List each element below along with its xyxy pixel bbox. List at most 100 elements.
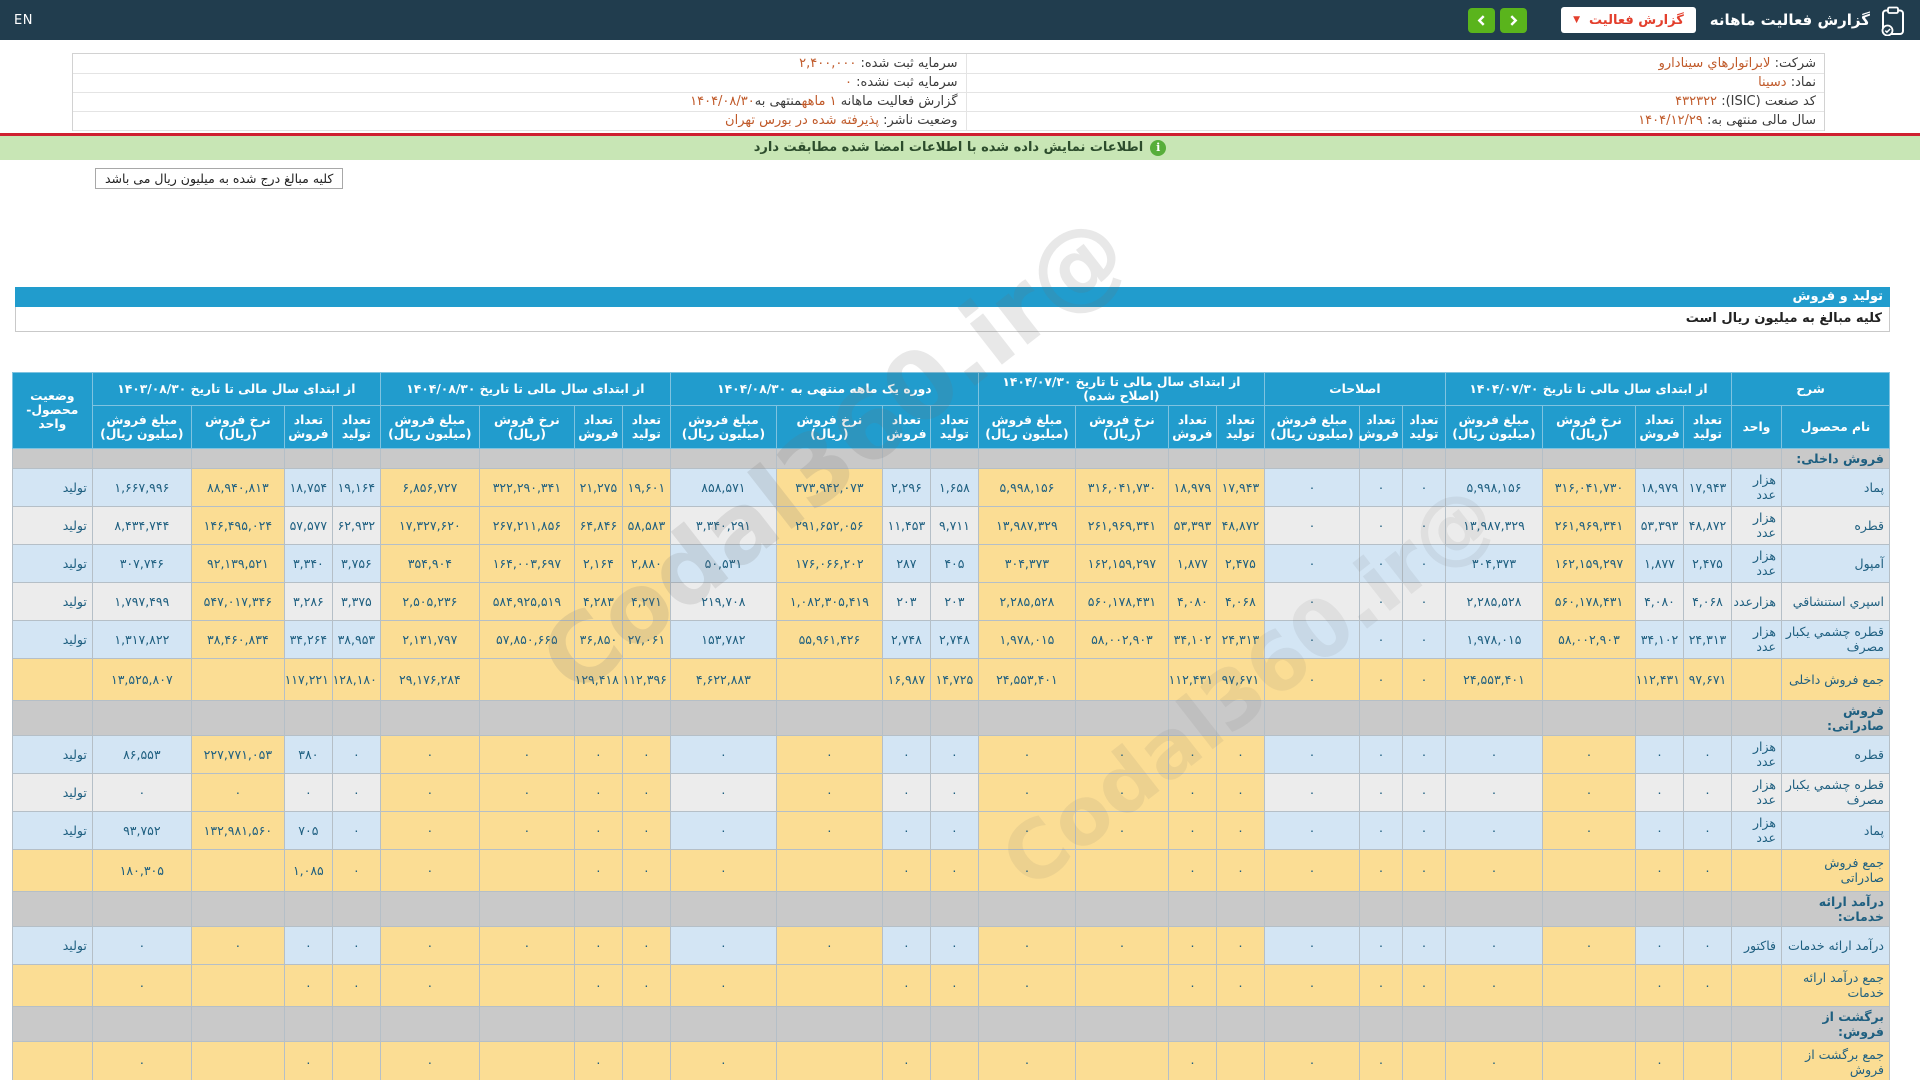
- value-cell: ۶۴,۸۴۶: [573, 505, 623, 545]
- product-name-cell: آمپول: [1781, 543, 1890, 583]
- section-cell: [1682, 890, 1732, 927]
- previous-report-button[interactable]: [1468, 7, 1496, 33]
- column-header: مبلغ فروش (میلیون ریال): [91, 404, 192, 449]
- section-cell: [775, 1005, 883, 1042]
- value-cell: [478, 657, 575, 701]
- section-cell: [1074, 1005, 1169, 1042]
- value-cell: ۰: [379, 810, 480, 850]
- product-name-cell: جمع فروش داخلی: [1781, 657, 1890, 701]
- symbol-label: نماد:: [1790, 75, 1816, 90]
- value-cell: ۵۸۴,۹۲۵,۵۱۹: [478, 581, 575, 621]
- value-cell: ۰: [1358, 772, 1403, 812]
- value-cell: ۰: [1401, 581, 1446, 621]
- product-name-cell: قطره چشمي يکبار مصرف: [1781, 619, 1890, 659]
- value-cell: ۱۱,۴۵۳: [881, 505, 931, 545]
- value-cell: ۲۱,۲۷۵: [573, 467, 623, 507]
- value-cell: ۰: [669, 810, 777, 850]
- value-cell: ۳۴,۱۰۲: [1634, 619, 1684, 659]
- section-cell: [478, 1005, 575, 1042]
- language-toggle-en[interactable]: EN: [14, 12, 33, 28]
- value-cell: ۰: [775, 734, 883, 774]
- value-cell: ۰: [1634, 772, 1684, 812]
- value-cell: ۰: [283, 772, 333, 812]
- column-header: نام محصول: [1781, 404, 1890, 449]
- value-cell: ۲۱۹,۷۰۸: [669, 581, 777, 621]
- value-cell: ۰: [1401, 772, 1446, 812]
- value-cell: ۰: [881, 925, 931, 965]
- value-cell: [1074, 657, 1169, 701]
- value-cell: ۳,۳۴۰,۲۹۱: [669, 505, 777, 545]
- next-report-button[interactable]: [1500, 7, 1528, 33]
- column-header: نرخ فروش (ریال): [1541, 404, 1636, 449]
- product-name-cell: جمع فروش صادراتی: [1781, 848, 1890, 892]
- product-name-cell: جمع درآمد ارائه خدمات: [1781, 963, 1890, 1007]
- section-title: تولید و فروش: [15, 286, 1890, 307]
- value-cell: ۰: [1682, 925, 1732, 965]
- value-cell: ۰: [331, 810, 381, 850]
- value-cell: ۵۶۰,۱۷۸,۴۳۱: [1074, 581, 1169, 621]
- signature-match-banner: i اطلاعات نمایش داده شده با اطلاعات امضا…: [0, 135, 1920, 160]
- section-cell: [11, 699, 93, 736]
- amounts-note: کلیه مبالغ درج شده به میلیون ریال می باش…: [95, 167, 344, 189]
- value-cell: ۲۴,۵۵۳,۴۰۱: [977, 657, 1076, 701]
- value-cell: ۰: [929, 925, 979, 965]
- value-cell: ۰: [881, 1040, 931, 1080]
- value-cell: ۲۰۳: [929, 581, 979, 621]
- value-cell: [1541, 963, 1636, 1007]
- value-cell: ۰: [775, 772, 883, 812]
- fiscal-year-label: سال مالی منتهی به:: [1706, 113, 1816, 128]
- value-cell: ۰: [1401, 505, 1446, 545]
- section-subnote: کلیه مبالغ به میلیون ریال است: [15, 306, 1890, 332]
- unit-cell: هزار عدد: [1730, 505, 1783, 545]
- value-cell: ۰: [190, 925, 285, 965]
- section-cell: [1682, 447, 1732, 469]
- value-cell: ۰: [621, 963, 671, 1007]
- value-cell: ۴۸,۸۷۲: [1215, 505, 1265, 545]
- value-cell: ۳۵۴,۹۰۴: [379, 543, 480, 583]
- value-cell: [1401, 1040, 1446, 1080]
- value-cell: ۱۶۴,۰۰۳,۶۹۷: [478, 543, 575, 583]
- section-cell: [379, 1005, 480, 1042]
- value-cell: ۰: [1215, 848, 1265, 892]
- value-cell: ۴,۰۶۸: [1682, 581, 1732, 621]
- value-cell: ۰: [669, 963, 777, 1007]
- value-cell: ۱۶۲,۱۵۹,۲۹۷: [1541, 543, 1636, 583]
- product-name-cell: پماد: [1781, 467, 1890, 507]
- value-cell: ۰: [1401, 925, 1446, 965]
- value-cell: [1541, 657, 1636, 701]
- status-cell: تولید: [11, 581, 93, 621]
- value-cell: ۰: [1358, 810, 1403, 850]
- value-cell: ۰: [1215, 734, 1265, 774]
- production-sales-section: تولید و فروش کلیه مبالغ به میلیون ریال ا…: [11, 286, 1891, 1080]
- value-cell: ۰: [1263, 848, 1360, 892]
- value-cell: ۱۹,۶۰۱: [621, 467, 671, 507]
- section-cell: [1444, 699, 1543, 736]
- value-cell: ۰: [1401, 734, 1446, 774]
- report-period-mid: منتهی به: [754, 94, 802, 109]
- product-name-cell: قطره: [1781, 734, 1890, 774]
- product-name-cell: اسپري استنشاقي: [1781, 581, 1890, 621]
- value-cell: ۴,۰۶۸: [1215, 581, 1265, 621]
- section-cell: [1541, 1005, 1636, 1042]
- column-header: مبلغ فروش (میلیون ریال): [977, 404, 1076, 449]
- company-info-box: شرکت: لابراتوارهاي سينادارو سرمایه ثبت ش…: [72, 53, 1825, 131]
- value-cell: ۲۸۷: [881, 543, 931, 583]
- value-cell: ۲۲۷,۷۷۱,۰۵۳: [190, 734, 285, 774]
- value-cell: ۲,۴۷۵: [1682, 543, 1732, 583]
- value-cell: ۰: [1682, 848, 1732, 892]
- section-cell: [881, 1005, 931, 1042]
- value-cell: ۱,۹۷۸,۰۱۵: [977, 619, 1076, 659]
- value-cell: ۰: [1263, 734, 1360, 774]
- column-header: نرخ فروش (ریال): [190, 404, 285, 449]
- value-cell: [775, 963, 883, 1007]
- value-cell: ۰: [379, 925, 480, 965]
- fiscal-year-value: ۱۴۰۴/۱۲/۲۹: [1638, 113, 1703, 128]
- report-type-dropdown[interactable]: گزارش فعالیت ▼: [1561, 7, 1696, 33]
- section-cell: [1167, 890, 1217, 927]
- value-cell: ۲۶۱,۹۶۹,۳۴۱: [1074, 505, 1169, 545]
- value-cell: ۰: [881, 772, 931, 812]
- value-cell: ۰: [1634, 1040, 1684, 1080]
- value-cell: ۰: [1634, 734, 1684, 774]
- value-cell: ۲,۲۸۵,۵۲۸: [1444, 581, 1543, 621]
- value-cell: ۰: [669, 734, 777, 774]
